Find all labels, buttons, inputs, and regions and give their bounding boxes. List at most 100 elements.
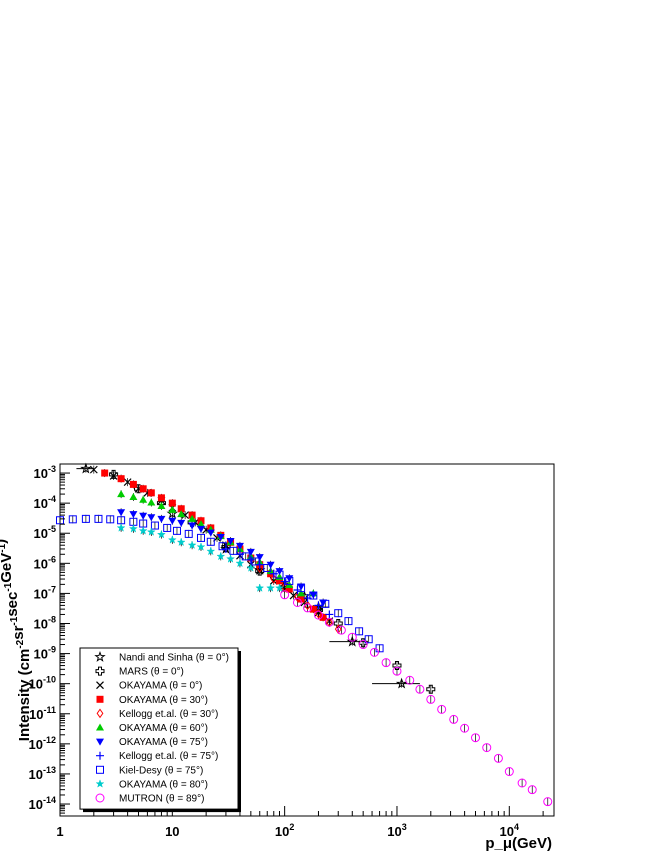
- data-point-series-8: [94, 514, 103, 523]
- data-point-series-2: [109, 472, 118, 480]
- data-point-series-10: [313, 610, 323, 620]
- legend-entry: OKAYAMA (θ = 80°): [119, 779, 208, 790]
- y-tick-label: 10-10: [29, 675, 56, 692]
- y-tick-label: 10-5: [34, 524, 56, 541]
- data-point-series-9: [206, 546, 216, 556]
- data-point-series-1: [109, 469, 119, 479]
- data-point-series-9: [235, 558, 245, 568]
- data-point-series-9: [116, 523, 126, 532]
- legend-entry: OKAYAMA (θ = 60°): [119, 723, 208, 734]
- legend-marker: [96, 723, 104, 731]
- legend-marker: [96, 751, 104, 760]
- x-axis-label: p_μ(GeV): [485, 835, 552, 852]
- data-point-series-8: [163, 523, 172, 532]
- data-point-series-9: [274, 583, 285, 592]
- data-point-series-9: [146, 527, 156, 536]
- data-point-series-10: [543, 797, 553, 807]
- data-point-series-8: [206, 537, 215, 546]
- data-point-series-5: [177, 510, 186, 518]
- data-point-series-10: [381, 658, 391, 668]
- data-point-series-6: [226, 538, 235, 546]
- data-point-series-5: [129, 493, 138, 501]
- data-point-series-8: [297, 584, 306, 593]
- data-point-series-4: [256, 563, 264, 573]
- data-point-series-5: [157, 502, 166, 510]
- data-point-series-8: [285, 576, 294, 585]
- y-axis-label: Intensity (cm-2sr-1sec-1GeV-1): [0, 539, 33, 741]
- data-point-series-8: [344, 617, 353, 626]
- data-point-series-8: [172, 526, 181, 535]
- data-point-series-6: [129, 511, 138, 519]
- data-point-series-8: [196, 533, 205, 542]
- data-point-series-10: [292, 597, 302, 607]
- data-point-series-10: [415, 684, 425, 694]
- x-tick-label: 102: [275, 822, 294, 839]
- data-point-series-9: [167, 535, 177, 544]
- data-point-series-0: [80, 462, 92, 474]
- data-point-series-5: [117, 490, 126, 498]
- data-point-series-10: [369, 647, 379, 657]
- legend-entry: MARS (θ = 0°): [119, 667, 184, 678]
- legend-entry: OKAYAMA (θ = 75°): [119, 737, 208, 748]
- data-point-series-8: [106, 515, 115, 524]
- data-point-series-5: [188, 514, 197, 522]
- legend-box: [79, 647, 239, 810]
- data-point-series-6: [297, 583, 306, 591]
- data-point-series-3: [276, 577, 284, 585]
- data-point-series-10: [460, 723, 470, 733]
- data-point-series-10: [449, 714, 459, 724]
- data-point-series-6: [216, 533, 225, 541]
- data-point-series-8: [251, 557, 260, 566]
- legend-entry: Kellogg et.al. (θ = 75°): [119, 751, 218, 762]
- data-point-series-8: [275, 570, 284, 579]
- data-point-series-5: [168, 505, 177, 513]
- data-point-series-6: [319, 599, 328, 607]
- data-point-series-8: [68, 515, 77, 524]
- data-point-series-3: [297, 595, 305, 603]
- data-point-series-9: [196, 542, 206, 551]
- plot-frame: [59, 463, 555, 817]
- x-tick-label: 10: [165, 824, 179, 839]
- data-point-series-10: [358, 640, 368, 650]
- data-point-series-6: [157, 515, 166, 523]
- y-tick-label: 10-14: [29, 795, 56, 812]
- data-point-series-10: [517, 778, 527, 788]
- data-point-series-6: [168, 517, 177, 525]
- data-point-series-8: [218, 542, 227, 551]
- data-point-series-2: [181, 511, 190, 520]
- y-tick-label: 10-9: [34, 645, 56, 662]
- data-point-series-9: [176, 537, 186, 547]
- data-point-series-10: [426, 694, 436, 704]
- legend-marker: [96, 681, 104, 690]
- data-point-series-3: [177, 505, 185, 513]
- data-point-series-10: [392, 666, 402, 676]
- data-point-series-10: [405, 675, 415, 685]
- data-point-series-8: [364, 635, 373, 644]
- data-point-series-3: [285, 585, 293, 593]
- data-point-series-9: [216, 551, 226, 561]
- data-point-series-3: [101, 469, 109, 477]
- data-point-series-3: [139, 485, 147, 493]
- data-point-series-7: [314, 601, 323, 610]
- data-point-series-8: [355, 627, 364, 636]
- data-point-series-3: [309, 605, 317, 613]
- data-point-series-6: [235, 542, 244, 550]
- y-tick-label: 10-7: [34, 584, 56, 601]
- legend-marker: [96, 765, 104, 774]
- y-tick-label: 10-3: [34, 464, 56, 481]
- x-axis-ticks: 1 10 102 103 104: [56, 806, 544, 839]
- legend-entry: Kiel-Desy (θ = 75°): [119, 765, 203, 776]
- data-point-series-8: [263, 563, 272, 572]
- legend-entry: OKAYAMA (θ = 30°): [119, 695, 208, 706]
- data-point-series-6: [196, 525, 205, 533]
- y-tick-label: 10-12: [29, 735, 56, 752]
- legend-marker: [95, 779, 105, 788]
- data-point-series-10: [280, 590, 290, 600]
- data-point-series-10: [303, 603, 313, 613]
- data-point-series-6: [147, 514, 156, 522]
- data-point-series-3: [147, 489, 155, 497]
- legend-marker: [94, 651, 106, 662]
- y-axis-ticks: 10-3 10-4 10-5 10-6 10-7 10-8 10-9 10-10 10-11 10…: [29, 463, 70, 817]
- data-point-series-5: [297, 589, 306, 597]
